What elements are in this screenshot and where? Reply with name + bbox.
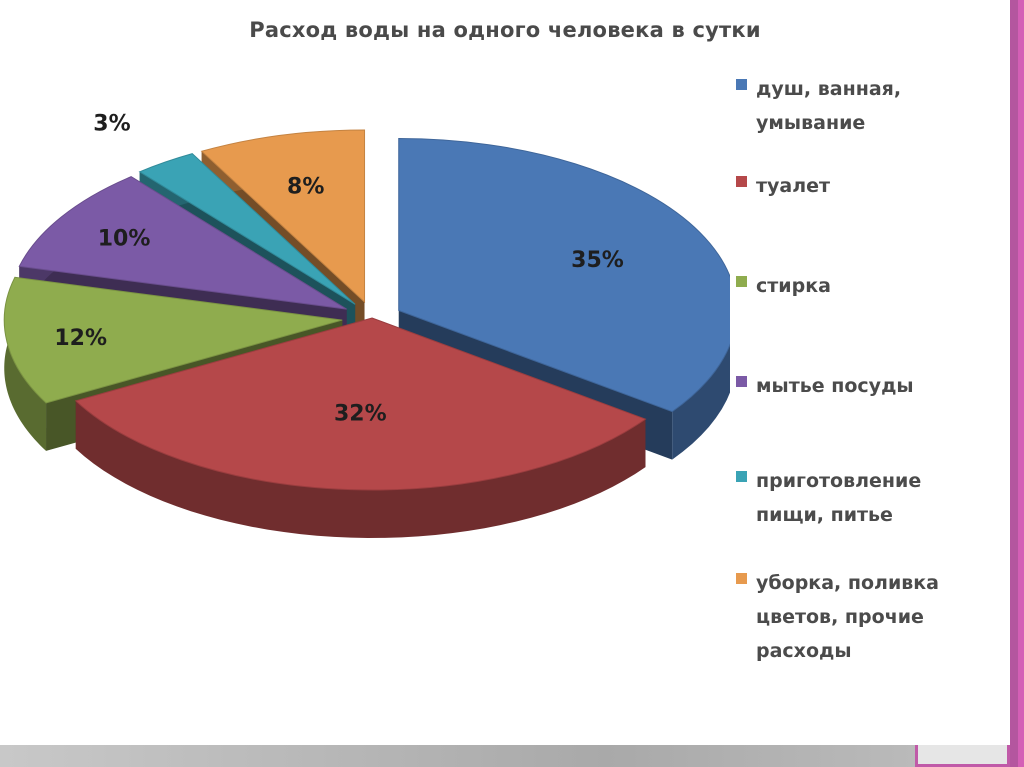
pie-chart: 35% 32% 12% 10% 3% 8%	[3, 111, 730, 538]
pie-label-layer: 35% 32% 12% 10% 3% 8%	[54, 111, 623, 426]
pie-value-label: 10%	[98, 226, 151, 251]
pie-slice-мытье-посуды	[18, 176, 347, 310]
slide-corner-bracket	[915, 745, 1010, 767]
legend-label: душ, ванная, умывание	[756, 78, 902, 134]
pie-slice-туалет	[74, 317, 647, 491]
pie-top-layer	[3, 129, 730, 491]
legend-swatch	[736, 276, 747, 287]
pie-slice-rim	[75, 400, 646, 538]
legend-swatch	[736, 176, 747, 187]
pie-slice-приготовление-пищи-питье	[138, 153, 356, 305]
pie-value-label: 35%	[571, 248, 624, 273]
legend-label: стирка	[756, 275, 831, 297]
legend-swatch	[736, 376, 747, 387]
slide-right-accent-inner	[1018, 0, 1024, 767]
chart-title: Расход воды на одного человека в сутки	[249, 18, 761, 42]
legend-label: уборка, поливка цветов, прочие расходы	[756, 572, 940, 662]
legend-swatch	[736, 573, 747, 584]
pie-slice-стирка	[3, 276, 343, 404]
pie-value-label: 3%	[93, 111, 130, 136]
legend-label: приготовление пищи, питье	[756, 470, 922, 526]
slide-right-accent	[1010, 0, 1024, 767]
pie-value-label: 32%	[334, 401, 387, 426]
pie-value-label: 12%	[54, 326, 107, 351]
pie-value-label: 8%	[287, 174, 324, 199]
legend-swatch	[736, 79, 747, 90]
legend-label: туалет	[756, 175, 831, 197]
legend-label: мытье посуды	[756, 375, 914, 397]
slide-bottom-bar	[0, 745, 1010, 767]
pie-slice-душ-ванная-умывание	[398, 138, 730, 413]
pie-slice-уборка-поливка-цветов-прочие-расходы	[200, 129, 366, 304]
legend-swatch	[736, 471, 747, 482]
